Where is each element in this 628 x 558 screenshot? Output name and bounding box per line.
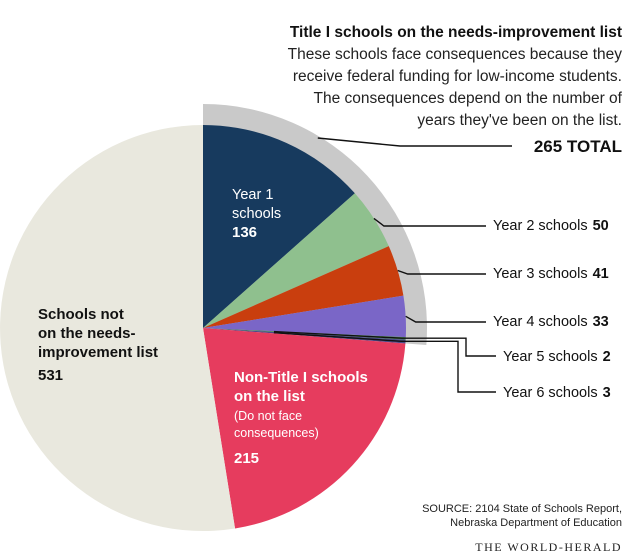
year4-label: Year 4 schools 33 (493, 314, 609, 330)
nontitle-value: 215 (234, 450, 259, 467)
year2-name: Year 2 schools (493, 218, 588, 234)
notlist-value: 531 (38, 367, 63, 384)
title1-total-label: 265 TOTAL (534, 137, 622, 156)
slice-year4 (203, 295, 406, 338)
nontitle-label-line-2: on the list (234, 388, 305, 405)
leader-year3 (397, 269, 486, 275)
chart-subtitle-line-1: These schools face consequences because … (288, 46, 623, 63)
year3-value: 41 (593, 266, 609, 282)
notlist-label-line-1: Schools not (38, 306, 124, 323)
outer-labels: Year 2 schools 50 Year 3 schools 41 Year 4… (493, 218, 611, 401)
notlist-label-line-2: on the needs- (38, 325, 136, 342)
chart-subtitle-line-3: The consequences depend on the number of (313, 90, 622, 107)
year2-value: 50 (593, 218, 609, 234)
year5-value: 2 (603, 349, 611, 365)
nontitle-label: Non-Title I schools on the list (Do not … (234, 369, 368, 467)
year5-name: Year 5 schools (503, 349, 598, 365)
chart-title: Title I schools on the needs-improvement… (290, 24, 622, 41)
notlist-label-line-3: improvement list (38, 344, 158, 361)
year6-name: Year 6 schools (503, 385, 598, 401)
slice-nontitle (203, 328, 406, 529)
year6-value: 3 (603, 385, 611, 401)
slice-year6 (203, 328, 406, 344)
leader-year6 (273, 332, 496, 393)
slice-notlist (0, 125, 236, 531)
nontitle-label-line-1: Non-Title I schools (234, 369, 368, 386)
slice-year1 (203, 125, 355, 328)
leader-lines (273, 137, 512, 393)
slice-year2 (203, 193, 389, 328)
year2-label: Year 2 schools 50 (493, 218, 609, 234)
notlist-label: Schools not on the needs- improvement li… (38, 306, 158, 384)
pie-slices (0, 104, 427, 531)
leader-total (317, 137, 512, 147)
year4-name: Year 4 schools (493, 314, 588, 330)
year3-name: Year 3 schools (493, 266, 588, 282)
nontitle-note-line-2: consequences) (234, 426, 319, 440)
slice-year3 (203, 246, 404, 328)
year4-value: 33 (593, 314, 609, 330)
year6-label: Year 6 schools 3 (503, 385, 611, 401)
source-line-2: Nebraska Department of Education (450, 517, 622, 529)
chart-subtitle-line-4: years they've been on the list. (417, 112, 622, 129)
year1-label: Year 1 schools 136 (232, 187, 281, 241)
source-line-1: SOURCE: 2104 State of Schools Report, (422, 503, 622, 515)
year3-label: Year 3 schools 41 (493, 266, 609, 282)
chart-subtitle-line-2: receive federal funding for low-income s… (293, 68, 622, 85)
source-note: SOURCE: 2104 State of Schools Report, Ne… (422, 503, 622, 529)
leader-year2 (373, 217, 486, 227)
year1-label-line-2: schools (232, 206, 281, 222)
year5-label: Year 5 schools 2 (503, 349, 611, 365)
publication-credit: THE WORLD-HERALD (475, 540, 622, 554)
nontitle-note-line-1: (Do not face (234, 409, 302, 423)
year1-label-line-1: Year 1 (232, 187, 273, 203)
year1-value: 136 (232, 224, 257, 241)
chart-header: Title I schools on the needs-improvement… (288, 24, 623, 156)
leader-year4 (405, 315, 486, 323)
leader-year5 (273, 330, 496, 357)
